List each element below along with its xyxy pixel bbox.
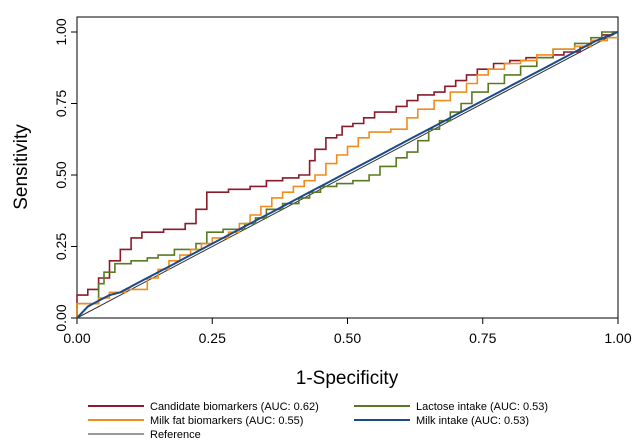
y-tick-label: 0.00 <box>53 304 69 331</box>
legend-label-2: Lactose intake (AUC: 0.53) <box>416 401 548 413</box>
y-tick-label: 0.75 <box>53 90 69 117</box>
series-line-2 <box>76 31 618 318</box>
x-tick-label: 0.25 <box>199 330 226 346</box>
x-axis-title: 1-Specificity <box>296 368 399 389</box>
x-tick-label: 0.00 <box>63 330 90 346</box>
legend: Candidate biomarkers (AUC: 0.62) Lactose … <box>88 401 548 440</box>
x-axis: 0.00 0.25 0.50 0.75 1.00 <box>63 318 632 346</box>
y-axis: 0.00 0.25 0.50 0.75 1.00 <box>53 18 77 332</box>
y-tick-label: 0.50 <box>53 161 69 188</box>
y-tick-label: 0.25 <box>53 233 69 260</box>
series-line-4 <box>76 31 619 319</box>
legend-label-1: Candidate biomarkers (AUC: 0.62) <box>150 401 319 413</box>
x-tick-label: 0.75 <box>469 330 496 346</box>
y-axis-title: Sensitivity <box>11 124 32 210</box>
series-layer <box>76 31 619 319</box>
legend-label-5: Reference <box>150 429 201 440</box>
y-tick-label: 1.00 <box>53 18 69 45</box>
legend-label-4: Milk intake (AUC: 0.53) <box>416 415 529 427</box>
legend-label-3: Milk fat biomarkers (AUC: 0.55) <box>150 415 303 427</box>
x-tick-label: 1.00 <box>604 330 631 346</box>
series-line-5 <box>76 31 619 319</box>
series-line-1 <box>76 31 618 318</box>
x-tick-label: 0.50 <box>334 330 361 346</box>
series-line-3 <box>76 36 618 318</box>
